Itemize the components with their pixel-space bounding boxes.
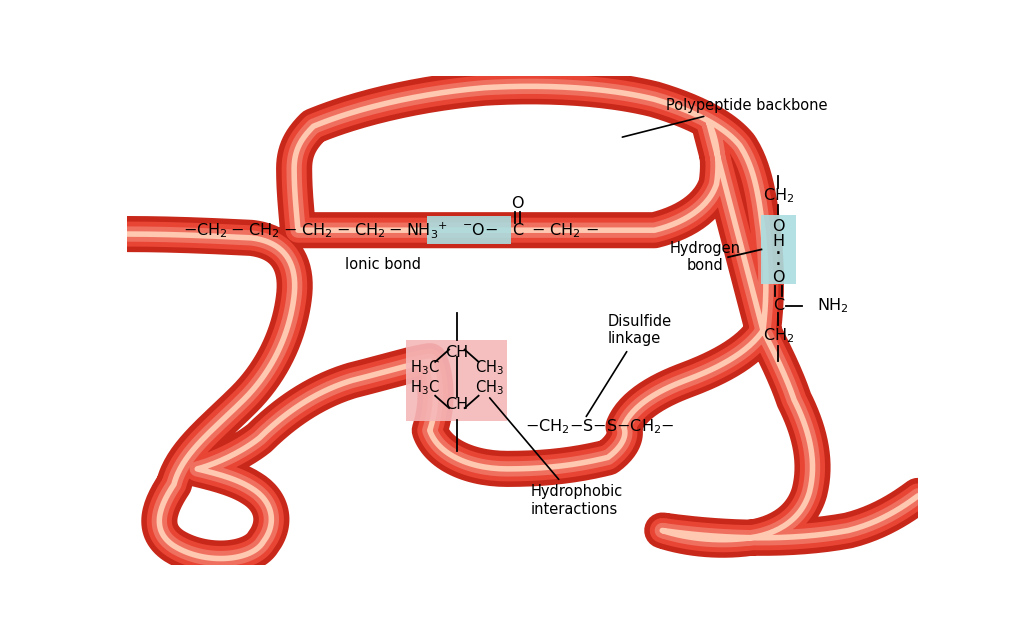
Text: O: O xyxy=(771,219,784,234)
Text: CH$_2$: CH$_2$ xyxy=(762,326,794,345)
Text: $-$ CH$_2$: $-$ CH$_2$ xyxy=(230,221,280,239)
Text: $-$ CH$_2$: $-$ CH$_2$ xyxy=(283,221,332,239)
Text: Polypeptide backbone: Polypeptide backbone xyxy=(622,98,826,137)
Text: CH: CH xyxy=(445,345,468,360)
Text: Hydrogen
bond: Hydrogen bond xyxy=(668,241,740,273)
Text: CH: CH xyxy=(445,398,468,413)
Text: H$_3$C: H$_3$C xyxy=(409,378,439,398)
Text: Hydrophobic
interactions: Hydrophobic interactions xyxy=(489,398,623,517)
Text: $-$ CH$_2$ $-$: $-$ CH$_2$ $-$ xyxy=(531,221,599,239)
Text: $-$ CH$_2$: $-$ CH$_2$ xyxy=(335,221,385,239)
FancyBboxPatch shape xyxy=(427,217,511,244)
Text: C: C xyxy=(512,223,523,237)
Text: ·: · xyxy=(774,255,782,275)
Text: ·: · xyxy=(774,244,782,264)
Text: O: O xyxy=(511,196,523,211)
Text: CH$_3$: CH$_3$ xyxy=(475,378,503,398)
Text: $^{-}$O$-$: $^{-}$O$-$ xyxy=(462,222,498,238)
Text: H$_3$C: H$_3$C xyxy=(409,359,439,377)
Text: $-$ NH$_3$$^{+}$: $-$ NH$_3$$^{+}$ xyxy=(388,220,447,240)
Text: CH$_3$: CH$_3$ xyxy=(475,359,503,377)
Text: H: H xyxy=(771,234,784,250)
Text: Ionic bond: Ionic bond xyxy=(344,257,421,272)
Text: O: O xyxy=(771,270,784,284)
Text: CH$_2$: CH$_2$ xyxy=(762,186,794,205)
FancyBboxPatch shape xyxy=(407,340,506,421)
Text: NH$_2$: NH$_2$ xyxy=(816,297,848,315)
Text: $-$CH$_2$: $-$CH$_2$ xyxy=(182,221,227,239)
Text: Disulfide
linkage: Disulfide linkage xyxy=(586,314,672,417)
Text: C: C xyxy=(772,298,784,313)
Text: $-$CH$_2$$-$S$-$S$-$CH$_2$$-$: $-$CH$_2$$-$S$-$S$-$CH$_2$$-$ xyxy=(525,417,675,436)
FancyBboxPatch shape xyxy=(761,215,795,284)
